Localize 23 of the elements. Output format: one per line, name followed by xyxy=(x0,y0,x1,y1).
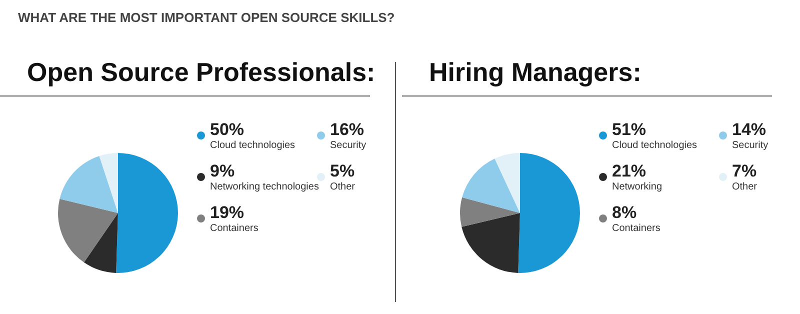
data-label: 51% xyxy=(612,120,646,139)
legend-label: Cloud technologies xyxy=(612,140,698,151)
data-label: 16% xyxy=(330,120,364,139)
data-label: 9% xyxy=(210,162,235,180)
data-label: 21% xyxy=(612,162,646,180)
chart-title: Hiring Managers: xyxy=(429,57,642,87)
data-label: 19% xyxy=(210,203,244,222)
legend-label: Security xyxy=(330,140,366,151)
data-label: 7% xyxy=(732,162,757,180)
legend-label: Networking xyxy=(612,182,662,192)
legend-label: Cloud technologies xyxy=(210,140,296,151)
data-label: 14% xyxy=(732,120,766,139)
legend-label: Other xyxy=(732,182,758,192)
data-label: 8% xyxy=(612,203,637,222)
chart-title: Open Source Professionals: xyxy=(27,57,376,87)
legend-label: Networking technologies xyxy=(210,182,319,192)
data-label: 5% xyxy=(330,162,355,180)
legend-label: Containers xyxy=(210,223,258,234)
legend-label: Security xyxy=(732,140,768,151)
data-label: 50% xyxy=(210,120,244,139)
legend-label: Other xyxy=(330,182,356,192)
text: WHAT ARE THE MOST IMPORTANT OPEN SOURCE SKILLS? xyxy=(18,10,395,25)
legend-label: Containers xyxy=(612,223,660,234)
